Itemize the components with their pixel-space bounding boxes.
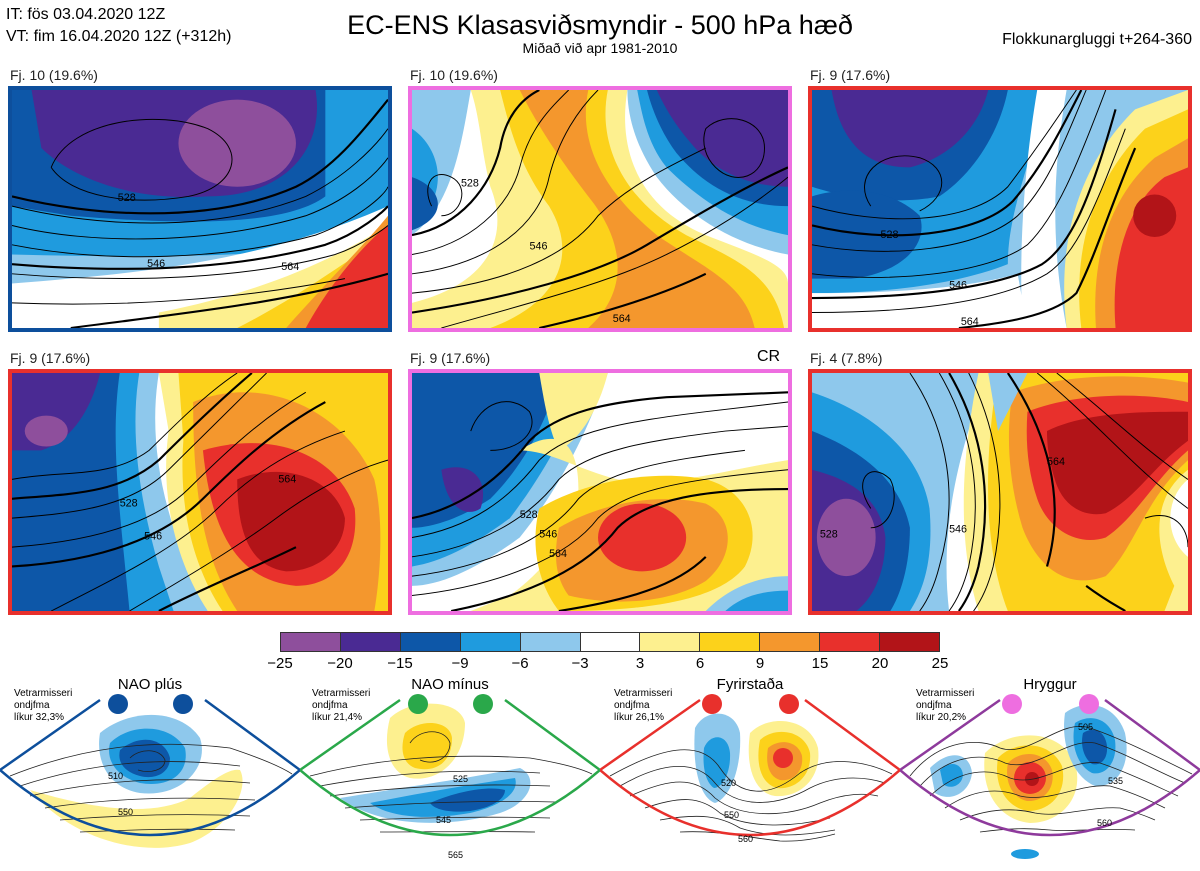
regime-nao-minus: 525 545 565 (300, 678, 600, 871)
colorbar-swatch (640, 633, 701, 651)
regime-contour-label: 505 (1078, 722, 1093, 732)
regime-title: NAO mínus (411, 676, 489, 693)
colorbar-tick: −15 (387, 655, 413, 672)
contour-label: 528 (520, 509, 538, 521)
colorbar-tick: 15 (811, 655, 829, 672)
map-panel-3-plot: 528 546 564 (812, 90, 1188, 328)
colorbar-swatch (340, 633, 401, 651)
regime-nao-plus: 510 550 (0, 678, 300, 871)
contour-label: 546 (147, 258, 165, 270)
colorbar-tick: −6 (511, 655, 529, 672)
colorbar-tick: 6 (695, 655, 705, 672)
colorbar-tick: −25 (267, 655, 293, 672)
regime-contour-label: 565 (448, 850, 463, 860)
regime-contour-label: 550 (118, 807, 133, 817)
colorbar-tick: 9 (755, 655, 765, 672)
contour-label: 546 (949, 524, 967, 536)
regime-ridge: 505 535 560 (900, 678, 1200, 871)
panel-6-label: Fj. 4 (7.8%) (810, 350, 883, 366)
regime-contour-label: 510 (108, 771, 123, 781)
panel-1-label: Fj. 10 (19.6%) (10, 67, 98, 83)
regime-title: Hryggur (1023, 676, 1077, 693)
contour-label: 528 (820, 529, 838, 541)
contour-label: 564 (549, 548, 567, 560)
regime-map: 520 550 560 (600, 694, 900, 844)
regime-note: Vetrarmisseri ondjfma líkur 26,1% (614, 688, 673, 723)
colorbar-tick: −20 (327, 655, 353, 672)
regime-map: 510 550 (0, 694, 300, 848)
map-panel-4-plot: 528 546 564 (12, 373, 388, 611)
issue-time: IT: fös 03.04.2020 12Z (6, 6, 166, 23)
regime-title: Fyrirstaða (716, 676, 784, 693)
regime-map: 505 535 560 (900, 694, 1200, 859)
contour-label: 564 (281, 261, 299, 273)
colorbar-swatch (400, 633, 461, 651)
page-subtitle: Miðað við apr 1981-2010 (522, 40, 678, 56)
colorbar-tick: −3 (571, 655, 589, 672)
contour-label: 546 (539, 529, 557, 541)
regime-map: 525 545 565 (300, 694, 600, 860)
map-panel-2-plot: 528 546 564 (412, 90, 788, 328)
valid-time: VT: fim 16.04.2020 12Z (+312h) (6, 28, 232, 45)
colorbar (280, 632, 940, 652)
regime-note: Vetrarmisseri ondjfma líkur 21,4% (312, 688, 371, 723)
regime-title: NAO plús (117, 676, 183, 693)
contour-label: 528 (118, 192, 136, 204)
map-panel-6: 528 546 564 (808, 369, 1192, 615)
contour-label: 564 (1047, 456, 1065, 468)
map-panel-4: 528 546 564 (8, 369, 392, 615)
panel-5-label: Fj. 9 (17.6%) (410, 350, 491, 366)
colorbar-tick: 3 (635, 655, 645, 672)
colorbar-swatch (580, 633, 641, 651)
map-panel-6-plot: 528 546 564 (812, 373, 1188, 611)
map-panel-3: 528 546 564 (808, 86, 1192, 332)
contour-label: 528 (881, 229, 899, 241)
cr-label: CR (757, 348, 781, 365)
colorbar-tick: −9 (451, 655, 469, 672)
colorbar-swatch (820, 633, 881, 651)
map-panel-1-plot: 528 546 564 (12, 90, 388, 328)
contour-label: 564 (278, 473, 296, 485)
regime-note: Vetrarmisseri ondjfma líkur 32,3% (14, 688, 73, 723)
regime-contour-label: 560 (738, 834, 753, 844)
colorbar-swatch (460, 633, 521, 651)
header-info: IT: fös 03.04.2020 12Z VT: fim 16.04.202… (6, 4, 231, 48)
panel-2-label: Fj. 10 (19.6%) (410, 67, 498, 83)
map-panel-5: 528 546 564 (408, 369, 792, 615)
regime-contour-label: 535 (1108, 776, 1123, 786)
map-panel-5-plot: 528 546 564 (412, 373, 788, 611)
regime-contour-label: 550 (724, 810, 739, 820)
contour-label: 528 (120, 498, 138, 510)
map-panel-1: 528 546 564 (8, 86, 392, 332)
contour-label: 546 (530, 241, 548, 253)
colorbar-tick: 20 (871, 655, 889, 672)
colorbar-swatch (880, 633, 939, 651)
regime-contour-label: 560 (1097, 818, 1112, 828)
panel-4-label: Fj. 9 (17.6%) (10, 350, 91, 366)
colorbar-swatch (700, 633, 761, 651)
colorbar-swatch (520, 633, 581, 651)
contour-label: 546 (949, 279, 967, 291)
contour-label: 546 (144, 530, 162, 542)
colorbar-swatch (281, 633, 341, 651)
map-panel-2: 528 546 564 (408, 86, 792, 332)
contour-label: 528 (461, 178, 479, 190)
colorbar-swatch (760, 633, 821, 651)
regime-note: Vetrarmisseri ondjfma líkur 20,2% (916, 688, 975, 723)
classification-window: Flokkunargluggi t+264-360 (1002, 31, 1192, 48)
colorbar-tick: 25 (931, 655, 949, 672)
regime-contour-label: 545 (436, 815, 451, 825)
regime-contour-label: 520 (721, 778, 736, 788)
contour-label: 564 (961, 316, 979, 328)
regime-contour-label: 525 (453, 774, 468, 784)
contour-label: 564 (613, 313, 631, 325)
regime-blocking: 520 550 560 (600, 678, 900, 871)
page-title: EC-ENS Klasasviðsmyndir - 500 hPa hæð (347, 10, 853, 40)
panel-3-label: Fj. 9 (17.6%) (810, 67, 891, 83)
